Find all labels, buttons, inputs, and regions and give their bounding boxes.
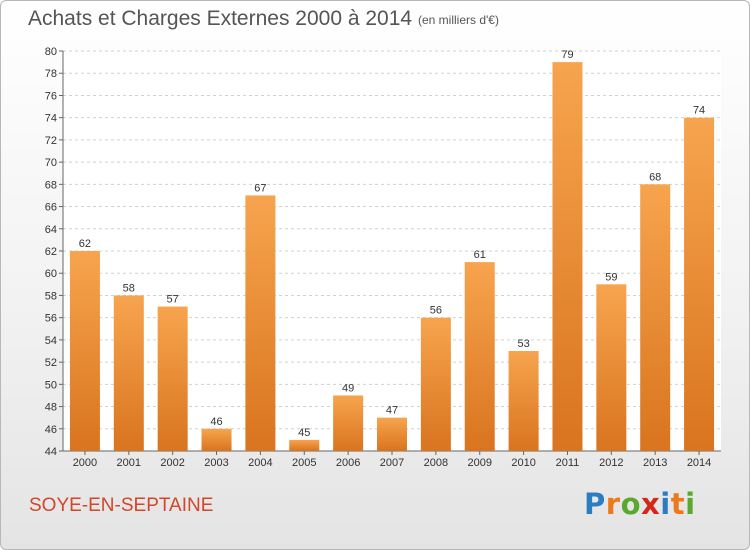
y-tick-label: 60 xyxy=(45,268,57,280)
y-tick-label: 48 xyxy=(45,402,57,414)
logo-letter: r xyxy=(605,487,621,521)
logo-letter: t xyxy=(670,487,686,521)
bar xyxy=(596,284,627,451)
logo-letter: i xyxy=(660,487,671,521)
bar xyxy=(377,417,407,451)
x-tick-label: 2006 xyxy=(336,457,360,469)
data-label: 58 xyxy=(123,282,135,294)
bar xyxy=(333,395,364,451)
y-tick-label: 76 xyxy=(45,90,57,102)
bar xyxy=(113,295,144,451)
y-tick-label: 66 xyxy=(45,202,57,214)
bar xyxy=(640,184,671,452)
x-tick-label: 2012 xyxy=(599,457,623,469)
data-label: 67 xyxy=(254,182,266,194)
data-label: 45 xyxy=(298,427,310,439)
data-label: 74 xyxy=(693,105,705,117)
proxiti-logo: Proxiti xyxy=(584,487,696,521)
logo-letter: P xyxy=(584,487,606,521)
logo-letter: x xyxy=(641,487,661,521)
y-tick-label: 80 xyxy=(45,46,57,58)
data-label: 53 xyxy=(517,338,529,350)
chart-unit: (en milliers d'€) xyxy=(418,13,499,27)
x-tick-label: 2003 xyxy=(204,457,228,469)
x-tick-label: 2009 xyxy=(467,457,491,469)
bar xyxy=(420,317,451,451)
y-tick-label: 46 xyxy=(45,424,57,436)
bar xyxy=(289,439,320,451)
bar xyxy=(508,351,539,451)
x-tick-label: 2013 xyxy=(643,457,667,469)
x-tick-label: 2000 xyxy=(73,457,97,469)
y-tick-label: 64 xyxy=(45,224,57,236)
x-tick-label: 2014 xyxy=(687,457,711,469)
bar xyxy=(157,306,188,451)
y-tick-label: 44 xyxy=(45,446,57,458)
y-tick-label: 70 xyxy=(45,157,57,169)
data-label: 79 xyxy=(561,49,573,61)
x-tick-label: 2010 xyxy=(511,457,535,469)
x-tick-label: 2007 xyxy=(380,457,404,469)
bar xyxy=(464,262,495,451)
data-label: 56 xyxy=(430,305,442,317)
bar xyxy=(552,62,583,451)
x-tick-label: 2004 xyxy=(248,457,272,469)
chart-title: Achats et Charges Externes 2000 à 2014 xyxy=(28,7,413,30)
data-label: 61 xyxy=(474,249,486,261)
data-label: 47 xyxy=(386,405,398,417)
data-label: 59 xyxy=(605,271,617,283)
data-label: 46 xyxy=(210,416,222,428)
y-tick-label: 52 xyxy=(45,357,57,369)
y-tick-label: 72 xyxy=(45,135,57,147)
bar xyxy=(684,117,715,452)
town-name: SOYE-EN-SEPTAINE xyxy=(29,495,214,516)
y-tick-label: 78 xyxy=(45,68,57,80)
y-tick-label: 68 xyxy=(45,179,57,191)
x-tick-label: 2001 xyxy=(117,457,141,469)
y-tick-label: 62 xyxy=(45,246,57,258)
y-tick-label: 58 xyxy=(45,290,57,302)
data-label: 68 xyxy=(649,171,661,183)
data-label: 62 xyxy=(79,238,91,250)
x-tick-label: 2002 xyxy=(160,457,184,469)
bar xyxy=(69,251,100,451)
y-tick-label: 74 xyxy=(45,113,57,125)
data-label: 57 xyxy=(167,294,179,306)
bar xyxy=(201,428,232,451)
x-tick-label: 2011 xyxy=(556,457,580,469)
x-tick-label: 2005 xyxy=(292,457,316,469)
logo-letter: i xyxy=(685,487,696,521)
y-tick-label: 56 xyxy=(45,313,57,325)
bar xyxy=(245,195,276,451)
data-label: 49 xyxy=(342,382,354,394)
x-tick-label: 2008 xyxy=(424,457,448,469)
y-tick-label: 54 xyxy=(45,335,57,347)
logo-letter: o xyxy=(620,487,642,521)
y-tick-label: 50 xyxy=(45,379,57,391)
